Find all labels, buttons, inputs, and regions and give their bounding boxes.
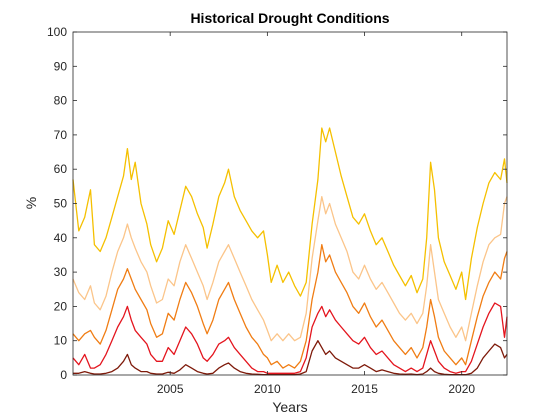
x-tick-label: 2005	[157, 382, 184, 396]
x-tick-label: 2010	[254, 382, 281, 396]
y-tick-label: 100	[47, 25, 67, 39]
x-tick-label: 2015	[351, 382, 378, 396]
series-layer	[72, 127, 508, 376]
series-line-2	[72, 195, 508, 342]
y-tick-label: 30	[54, 265, 68, 279]
y-tick-label: 80	[54, 94, 68, 108]
plot-area	[73, 32, 507, 375]
y-tick-label: 70	[54, 128, 68, 142]
series-line-3	[72, 244, 508, 369]
y-tick-label: 0	[60, 368, 67, 382]
x-axis-label: Years	[272, 399, 307, 415]
y-tick-label: 90	[54, 59, 68, 73]
chart-title: Historical Drought Conditions	[190, 10, 389, 26]
y-tick-label: 40	[54, 231, 68, 245]
ticks-layer: 0 10 20 30 40 50 60 70 80 90 100 2005 2010 2015 2020	[47, 25, 507, 396]
y-tick-label: 10	[54, 334, 68, 348]
y-axis-label: %	[23, 197, 39, 209]
y-tick-label: 60	[54, 162, 68, 176]
x-tick-label: 2020	[448, 382, 475, 396]
y-tick-label: 20	[54, 299, 68, 313]
series-line-4	[72, 302, 508, 374]
series-line-1	[72, 127, 508, 301]
y-tick-label: 50	[54, 197, 68, 211]
